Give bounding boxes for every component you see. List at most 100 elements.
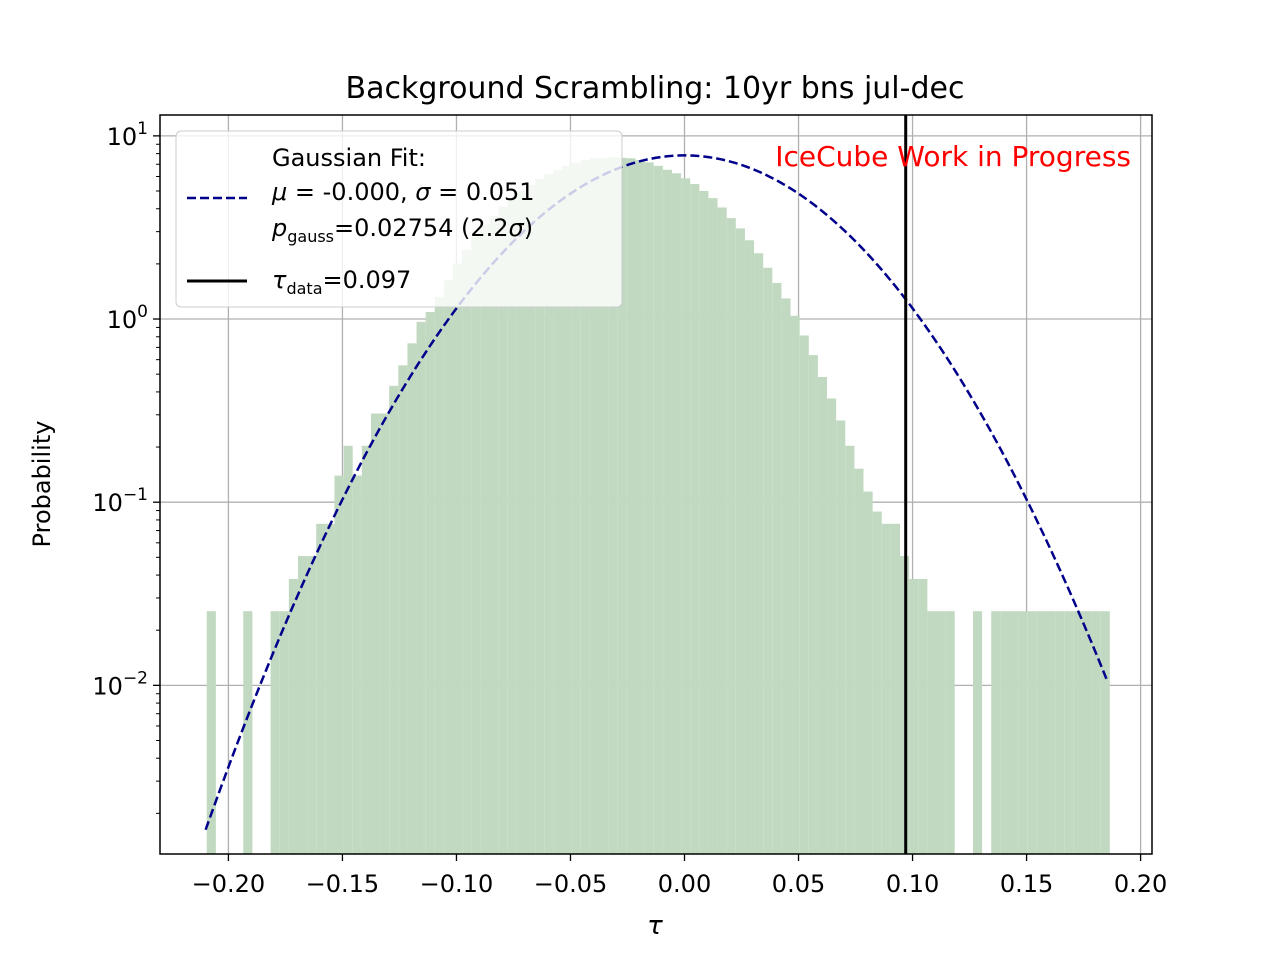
histogram-bar [434,296,444,854]
histogram-bar [288,578,298,854]
histogram-bar [316,523,326,854]
histogram-bar [936,611,946,854]
histogram-bar [836,420,846,854]
histogram-bar [206,611,216,854]
histogram-bar [890,523,901,854]
histogram-bar [343,445,353,854]
x-axis-label: τ [647,911,663,941]
histogram-bar [443,280,454,854]
histogram-bar [617,157,627,855]
histogram-bar [589,158,599,854]
histogram-bar [644,162,654,854]
histogram-bar [671,173,682,854]
histogram-bar [489,215,499,854]
histogram-bar [1036,611,1046,854]
x-tick-label: 0.15 [1000,870,1053,898]
histogram-bar [407,343,417,854]
histogram-bar [726,218,736,854]
histogram-bar [425,312,435,854]
histogram-bar [498,206,508,854]
histogram-bar [1055,611,1065,854]
histogram-bar [562,165,572,854]
histogram-bar [1082,611,1092,854]
histogram-bar [279,611,289,854]
histogram-bar [370,413,381,854]
x-tick-label: 0.05 [772,870,825,898]
x-tick-label: −0.15 [306,870,380,898]
histogram-bar [544,173,554,854]
histogram-bar [863,491,873,854]
histogram-bar [653,165,663,854]
histogram-bar [580,160,590,855]
histogram-bar [717,207,727,854]
histogram-bar [817,376,828,854]
legend-gaussian-params: μ = -0.000, σ = 0.051 [271,178,535,206]
histogram-bar [1091,611,1101,854]
histogram-bar [1018,611,1028,854]
histogram-bar [1100,611,1110,854]
histogram-bar [790,315,800,854]
histogram-bar [845,445,855,854]
legend-pgauss: pgauss=0.02754 (2.2σ) [271,214,533,246]
histogram-bar [808,355,818,854]
histogram-bar [380,413,390,854]
histogram-bar [462,249,472,854]
histogram-bar [681,178,691,854]
histogram-bar [507,198,517,854]
histogram-bar [744,240,755,854]
x-tick-label: −0.20 [192,870,266,898]
histogram-bar [270,611,280,854]
y-axis-ticks: 10−2 10−1 100 101 [92,119,160,814]
histogram-bar [972,611,983,854]
histogram-bar [1000,611,1010,854]
histogram-bar [297,556,308,854]
histogram-bar [754,253,764,855]
histogram-bar [535,178,545,855]
histogram-bar [918,578,928,854]
histogram-bar [1073,611,1083,854]
histogram-bar [307,556,317,854]
y-tick-label: 101 [107,119,148,151]
legend-box [175,130,623,308]
legend-gaussian-header: Gaussian Fit: [272,144,426,172]
histogram-bars [206,157,1110,855]
histogram-bar [699,190,709,854]
y-axis-label: Probability [28,421,56,548]
x-tick-label: 0.00 [658,870,711,898]
histogram-bar [389,385,399,854]
histogram-bar [526,184,536,854]
legend-tau-data: τdata=0.097 [272,266,411,298]
histogram-bar [635,160,645,855]
histogram-bar [799,335,809,855]
x-axis-ticks: −0.20 −0.15 −0.10 −0.05 0.00 0.05 0.10 0.15 0.20 [192,854,1167,898]
histogram-bar [352,475,362,854]
histogram-bar [1027,611,1037,854]
histogram-bar [854,468,864,854]
histogram-bar [598,157,609,855]
histogram-bar [927,611,937,854]
histogram-bar [763,267,773,855]
histogram-bar [781,298,791,855]
histogram-bar [1009,611,1019,854]
histogram-bar [991,611,1001,854]
histogram-bar [772,282,782,855]
histogram-bar [690,183,700,855]
x-tick-label: −0.05 [534,870,608,898]
histogram-bar [872,511,882,854]
histogram-bar [881,523,891,854]
x-tick-label: 0.20 [1114,870,1167,898]
x-tick-label: −0.10 [420,870,494,898]
histogram-bar [516,190,527,854]
histogram-bar [398,365,408,854]
histogram-bar [626,158,636,854]
histogram-bar [480,224,490,854]
histogram-bar [361,445,371,854]
histogram-bar [827,398,837,854]
y-tick-label: 10−1 [92,485,148,517]
histogram-bar [1045,611,1056,854]
y-tick-label: 10−2 [92,668,148,700]
histogram-bar [325,523,335,854]
histogram-bar [243,611,253,854]
x-tick-label: 0.10 [886,870,939,898]
